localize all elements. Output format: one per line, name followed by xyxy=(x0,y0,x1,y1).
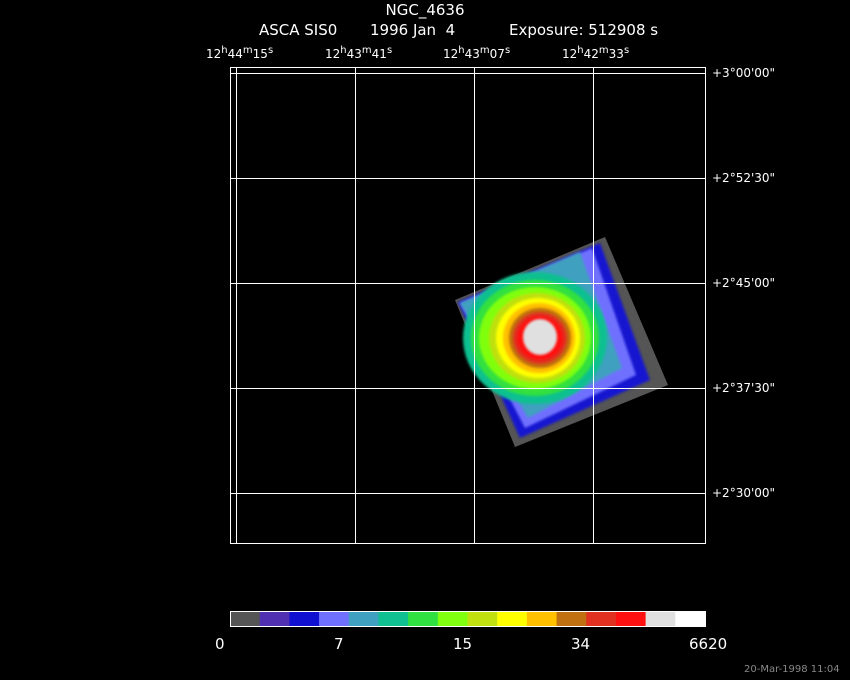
colorbar-label: 0 xyxy=(215,635,225,653)
colorbar-swatch xyxy=(259,611,290,626)
colorbar-swatch xyxy=(437,611,468,626)
colorbar-label: 34 xyxy=(571,635,591,653)
dec-label: +2°52'30" xyxy=(712,171,776,185)
colorbar-label: 15 xyxy=(453,635,473,653)
colorbar-swatch xyxy=(467,611,498,626)
instrument-label: ASCA SIS0 xyxy=(259,21,338,39)
colorbar-swatch xyxy=(645,611,676,626)
colorbar-swatch xyxy=(586,611,617,626)
object-title: NGC_4636 xyxy=(385,1,465,19)
observation-date: 1996 Jan 4 xyxy=(370,21,456,39)
colorbar-swatch xyxy=(348,611,379,626)
exposure-label: Exposure: 512908 s xyxy=(509,21,659,39)
colorbar-swatch xyxy=(556,611,587,626)
coordinate-grid xyxy=(230,67,706,544)
dec-label: +2°45'00" xyxy=(712,276,776,290)
timestamp: 20-Mar-1998 11:04 xyxy=(744,664,840,675)
colorbar-label: 6620 xyxy=(689,635,728,653)
dec-label: +2°37'30" xyxy=(712,381,776,395)
colorbar-swatch xyxy=(408,611,439,626)
colorbar xyxy=(230,611,706,627)
detector-field xyxy=(455,237,668,447)
colorbar-swatch xyxy=(378,611,409,626)
dec-label: +3°00'00" xyxy=(712,66,776,80)
colorbar-label: 7 xyxy=(334,635,344,653)
ra-label: 12h43m07s xyxy=(443,45,511,61)
dec-label: +2°30'00" xyxy=(712,486,776,500)
colorbar-swatch xyxy=(615,611,647,626)
colorbar-swatch xyxy=(526,611,558,626)
colorbar-swatch xyxy=(230,611,261,626)
colorbar-border xyxy=(230,611,706,627)
ra-label: 12h43m41s xyxy=(325,45,393,61)
colorbar-swatch xyxy=(675,611,706,626)
colorbar-swatch xyxy=(497,611,528,626)
ra-label: 12h42m33s xyxy=(562,45,630,61)
ra-label: 12h44m15s xyxy=(206,45,274,61)
colorbar-swatch xyxy=(289,611,320,626)
colorbar-swatch xyxy=(319,611,350,626)
